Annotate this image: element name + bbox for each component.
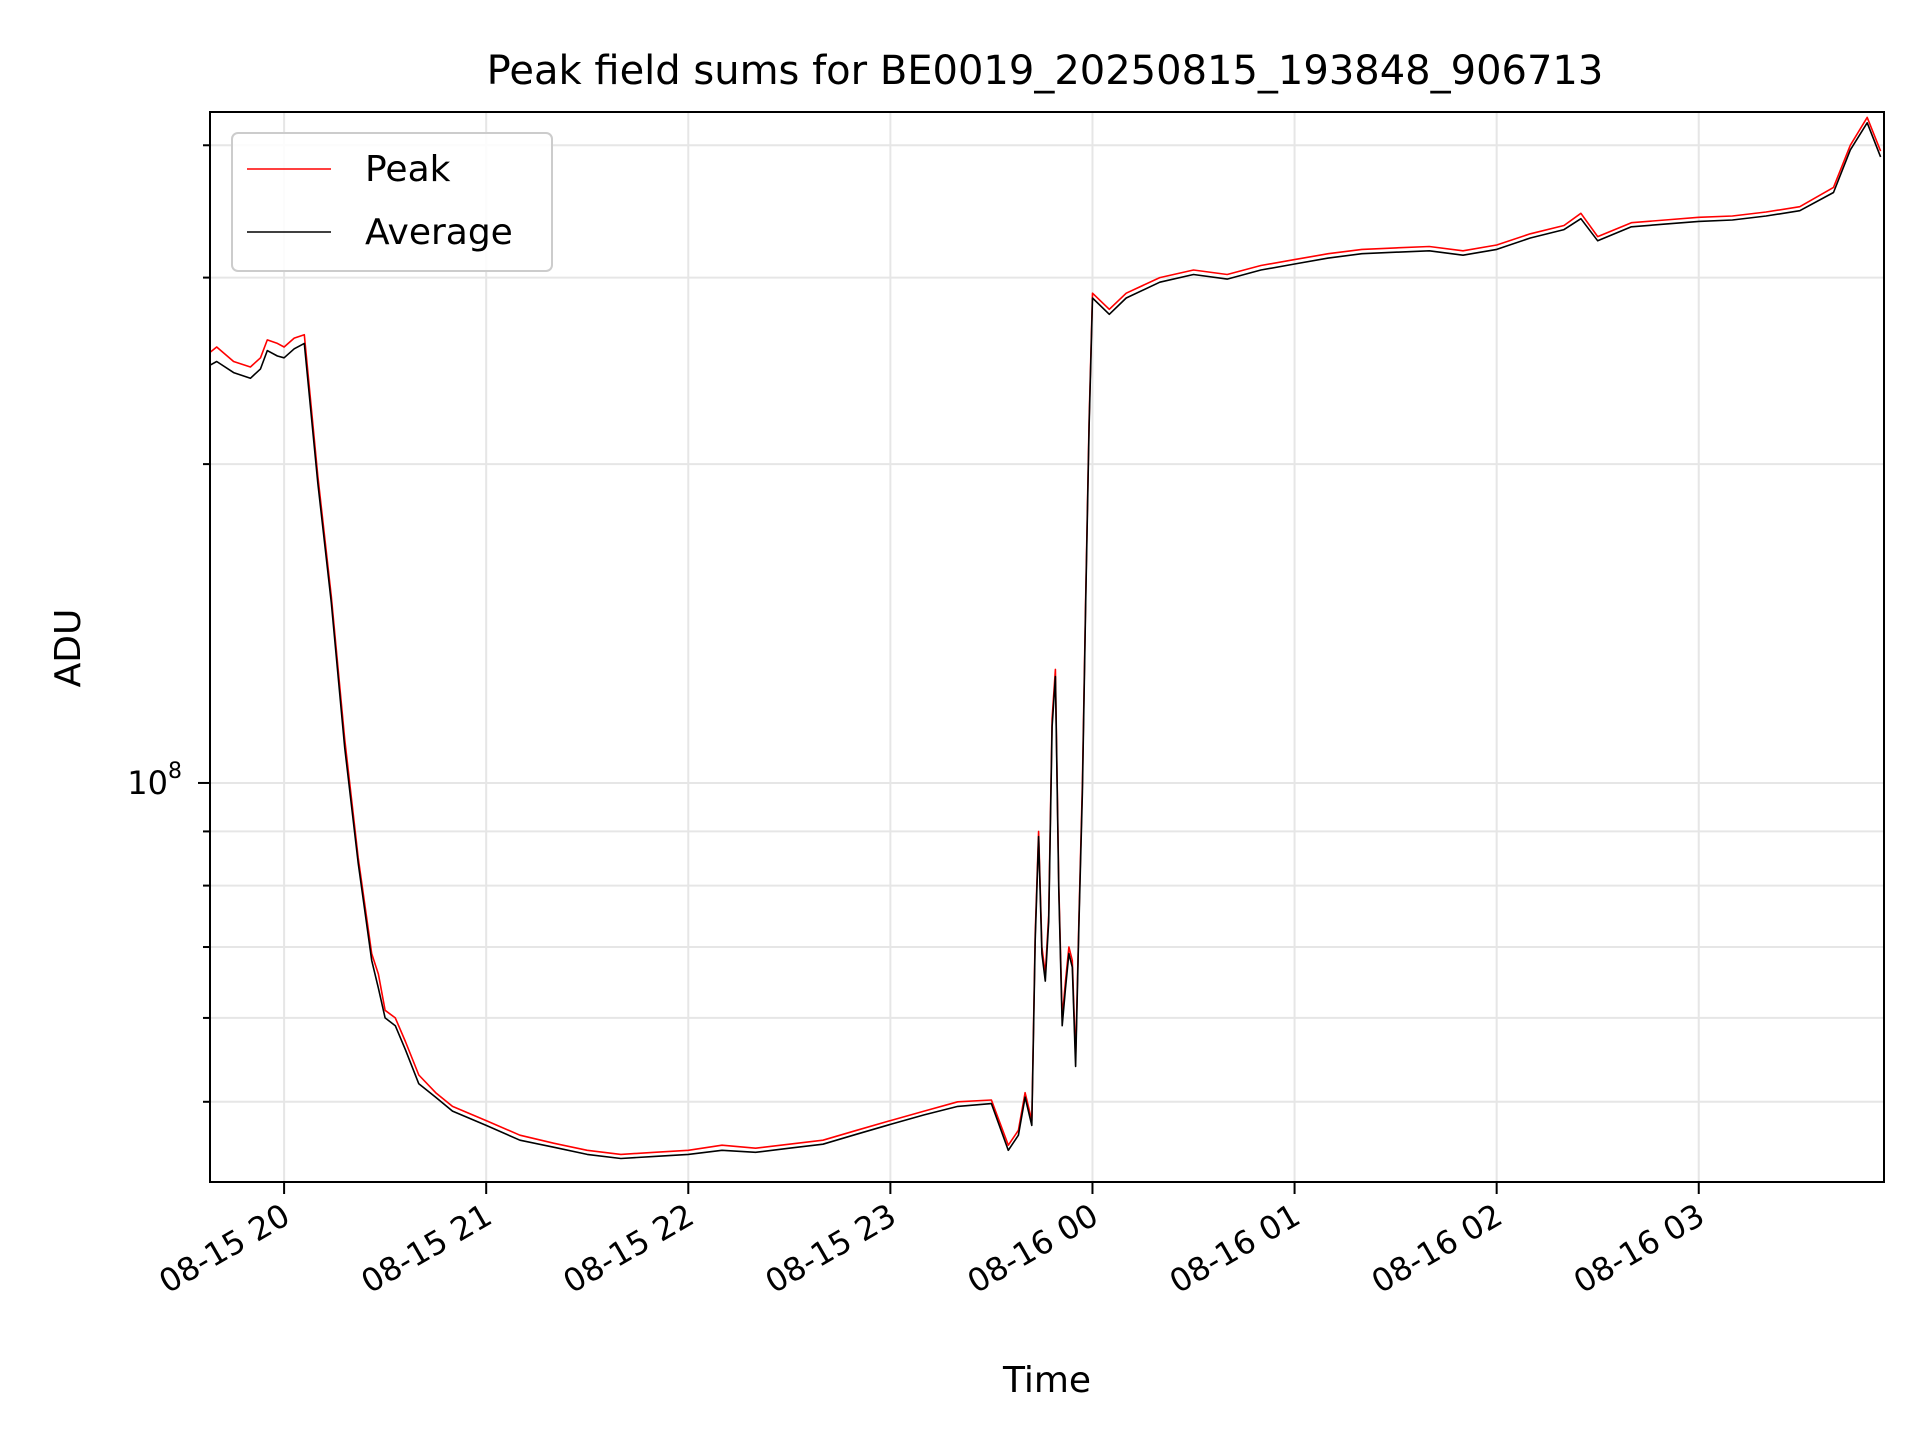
legend-box (231, 132, 553, 272)
legend-label-average: Average (365, 212, 513, 253)
series-line-peak (209, 116, 1882, 1156)
x-axis-label: Time (1002, 1360, 1091, 1401)
y-tick-exponent: 8 (168, 759, 182, 784)
y-axis-label: ADU (48, 609, 89, 688)
legend-label-peak: Peak (365, 149, 451, 190)
series-lines (209, 116, 1882, 1160)
plot-frame (209, 111, 1885, 1183)
y-tick-base: 10 (127, 764, 168, 802)
legend: Peak Average (231, 132, 553, 272)
y-tick-label: 108 (127, 759, 182, 802)
chart-title: Peak field sums for BE0019_20250815_1938… (487, 48, 1604, 94)
series-line-average (209, 122, 1882, 1160)
y-ticks: 108 (127, 144, 210, 1103)
